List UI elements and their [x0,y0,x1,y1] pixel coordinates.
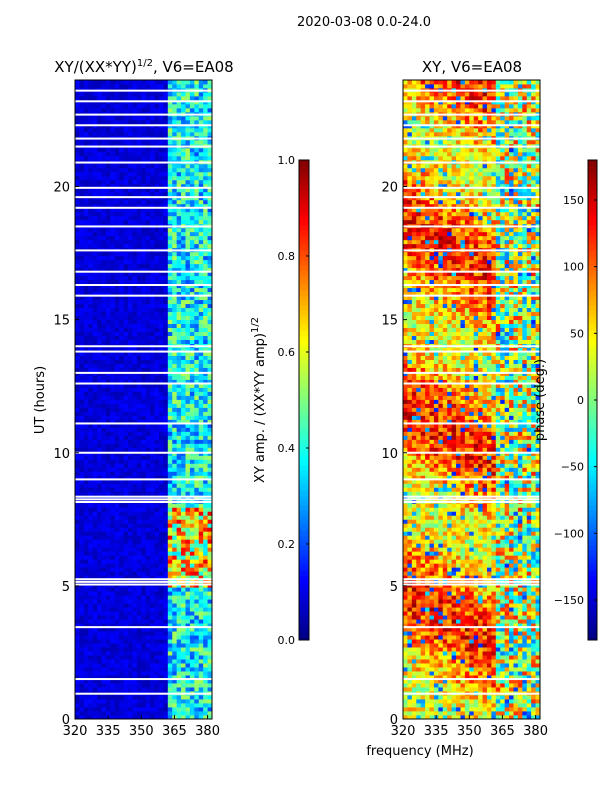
amplitude-axes-frame [74,79,213,720]
colorbar-tick-label: 0.8 [278,250,296,263]
amplitude-y-ticks: 0 5 10 15 20 [53,181,79,728]
colorbar-tick-label: 0.4 [278,442,296,455]
y-tick-label: 15 [381,314,398,329]
colorbar-tick-label: 150 [563,194,584,207]
phase-colorbar-label: phase (deg.) [533,359,548,441]
y-tick-label: 10 [381,447,398,462]
x-tick-label: 335 [96,724,121,739]
y-tick-label: 5 [390,580,398,595]
colorbar-tick-label: 100 [563,261,584,274]
amplitude-colorbar-label: XY amp. / (XX*YY amp)1/2 [250,317,268,483]
amplitude-x-ticks: 320 335 350 365 380 [63,715,220,739]
x-tick-label: 365 [490,724,515,739]
colorbar-tick-label: 0.0 [278,634,296,647]
y-tick-label: 20 [53,181,70,196]
colorbar-tick-label: 0.6 [278,346,296,359]
x-tick-label: 320 [391,724,416,739]
amplitude-colorbar-gradient [299,160,309,641]
amplitude-colorbar-ticks: 0.0 0.2 0.4 0.6 0.8 1.0 [278,154,309,647]
x-tick-label: 350 [457,724,482,739]
amplitude-ylabel: UT (hours) [33,366,48,434]
amplitude-heatmap [75,80,213,720]
x-tick-label: 320 [63,724,88,739]
y-tick-label: 5 [62,580,70,595]
y-tick-label: 15 [53,314,70,329]
phase-panel: XY, V6=EA08 320 335 350 365 380 0 5 10 15 20 [381,58,548,739]
x-tick-label: 335 [424,724,449,739]
phase-axes-frame [402,79,541,720]
phase-colorbar: −150 −100 −50 0 50 100 150 phase (deg.) [533,159,598,641]
y-tick-label: 0 [390,713,398,728]
colorbar-tick-label: 0 [577,394,584,407]
colorbar-tick-label: −100 [554,527,584,540]
x-tick-label: 380 [523,724,548,739]
figure-suptitle: 2020-03-08 0.0-24.0 [297,15,431,30]
y-tick-label: 20 [381,181,398,196]
y-tick-label: 0 [62,713,70,728]
phase-x-ticks: 320 335 350 365 380 [391,715,548,739]
amplitude-panel: XY/(XX*YY)1/2, V6=EA08 320 335 350 365 380 0… [33,58,234,739]
amplitude-colorbar: 0.0 0.2 0.4 0.6 0.8 1.0 XY amp. / (XX*YY amp)… [250,154,310,647]
y-tick-label: 10 [53,447,70,462]
phase-title: XY, V6=EA08 [422,58,522,76]
colorbar-tick-label: −150 [554,594,584,607]
phase-colorbar-gradient [588,160,597,641]
x-tick-label: 380 [195,724,220,739]
phase-colorbar-ticks: −150 −100 −50 0 50 100 150 [554,194,597,607]
colorbar-tick-label: 1.0 [278,154,296,167]
amplitude-title: XY/(XX*YY)1/2, V6=EA08 [54,58,233,76]
colorbar-tick-label: 0.2 [278,538,296,551]
phase-heatmap [403,80,541,720]
x-tick-label: 365 [162,724,187,739]
phase-y-ticks: 0 5 10 15 20 [381,181,407,728]
colorbar-tick-label: −50 [561,461,584,474]
shared-xlabel: frequency (MHz) [366,744,473,759]
colorbar-tick-label: 50 [570,327,584,340]
x-tick-label: 350 [129,724,154,739]
